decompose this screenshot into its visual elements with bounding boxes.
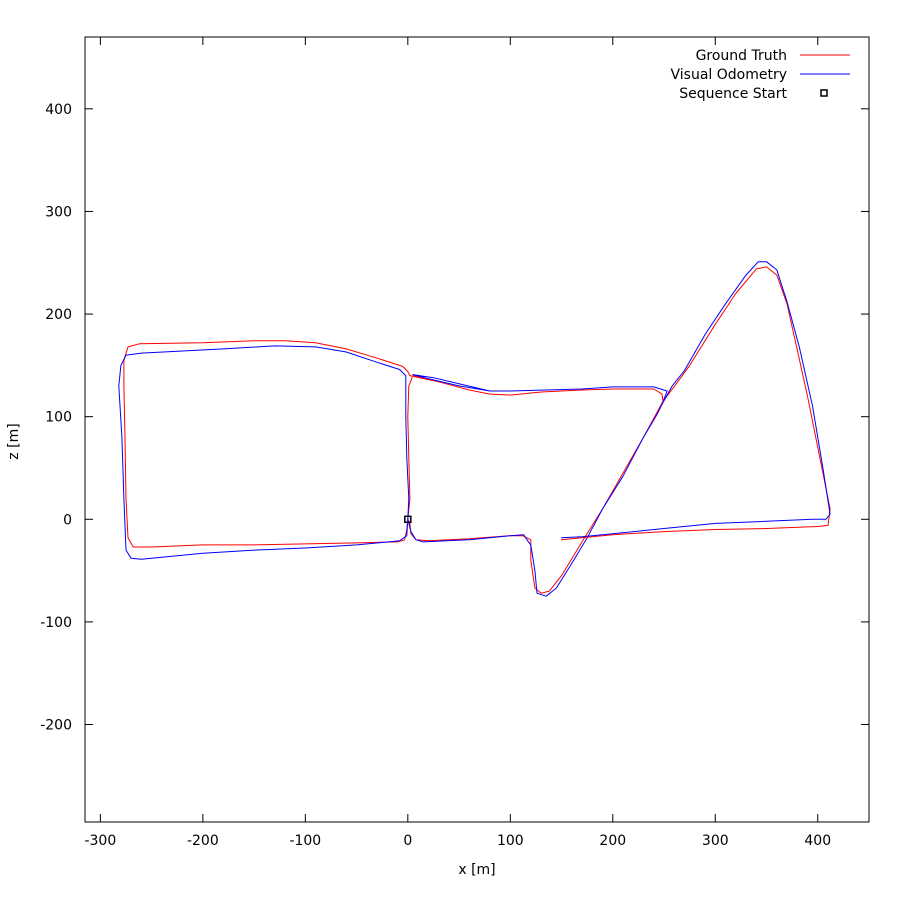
y-tick-label: 0 xyxy=(63,512,72,528)
x-tick-label: -300 xyxy=(84,833,116,849)
series-line-2 xyxy=(561,266,831,541)
y-tick-label: -100 xyxy=(40,615,72,631)
y-axis-ticks: -200 -100 0 100 200 300 400 xyxy=(40,102,869,734)
legend-label: Ground Truth xyxy=(696,48,787,64)
y-tick-label: -200 xyxy=(40,718,72,734)
traces xyxy=(118,261,831,597)
legend: Ground Truth Visual Odometry Sequence Star… xyxy=(671,48,850,102)
legend-label: Sequence Start xyxy=(679,86,787,102)
markers xyxy=(404,515,412,524)
x-tick-label: -200 xyxy=(187,833,219,849)
x-axis-label: x [m] xyxy=(458,862,495,878)
y-tick-label: 100 xyxy=(45,410,72,426)
legend-label: Visual Odometry xyxy=(671,67,788,83)
x-axis-ticks: -300 -200 -100 0 100 200 300 400 xyxy=(84,37,831,849)
plot-frame xyxy=(84,36,870,823)
x-tick-label: -100 xyxy=(289,833,321,849)
series-line-0 xyxy=(123,340,664,594)
y-axis-label: z [m] xyxy=(6,423,22,459)
sequence-start-marker xyxy=(404,515,412,524)
x-tick-label: 0 xyxy=(403,833,412,849)
x-tick-label: 300 xyxy=(702,833,729,849)
x-tick-label: 200 xyxy=(599,833,626,849)
x-tick-label: 400 xyxy=(804,833,831,849)
series-line-3 xyxy=(561,261,831,539)
legend-swatch xyxy=(820,89,828,97)
x-tick-label: 100 xyxy=(497,833,524,849)
y-tick-label: 200 xyxy=(45,307,72,323)
series-line-1 xyxy=(118,345,668,597)
y-tick-label: 400 xyxy=(45,102,72,118)
y-tick-label: 300 xyxy=(45,204,72,220)
